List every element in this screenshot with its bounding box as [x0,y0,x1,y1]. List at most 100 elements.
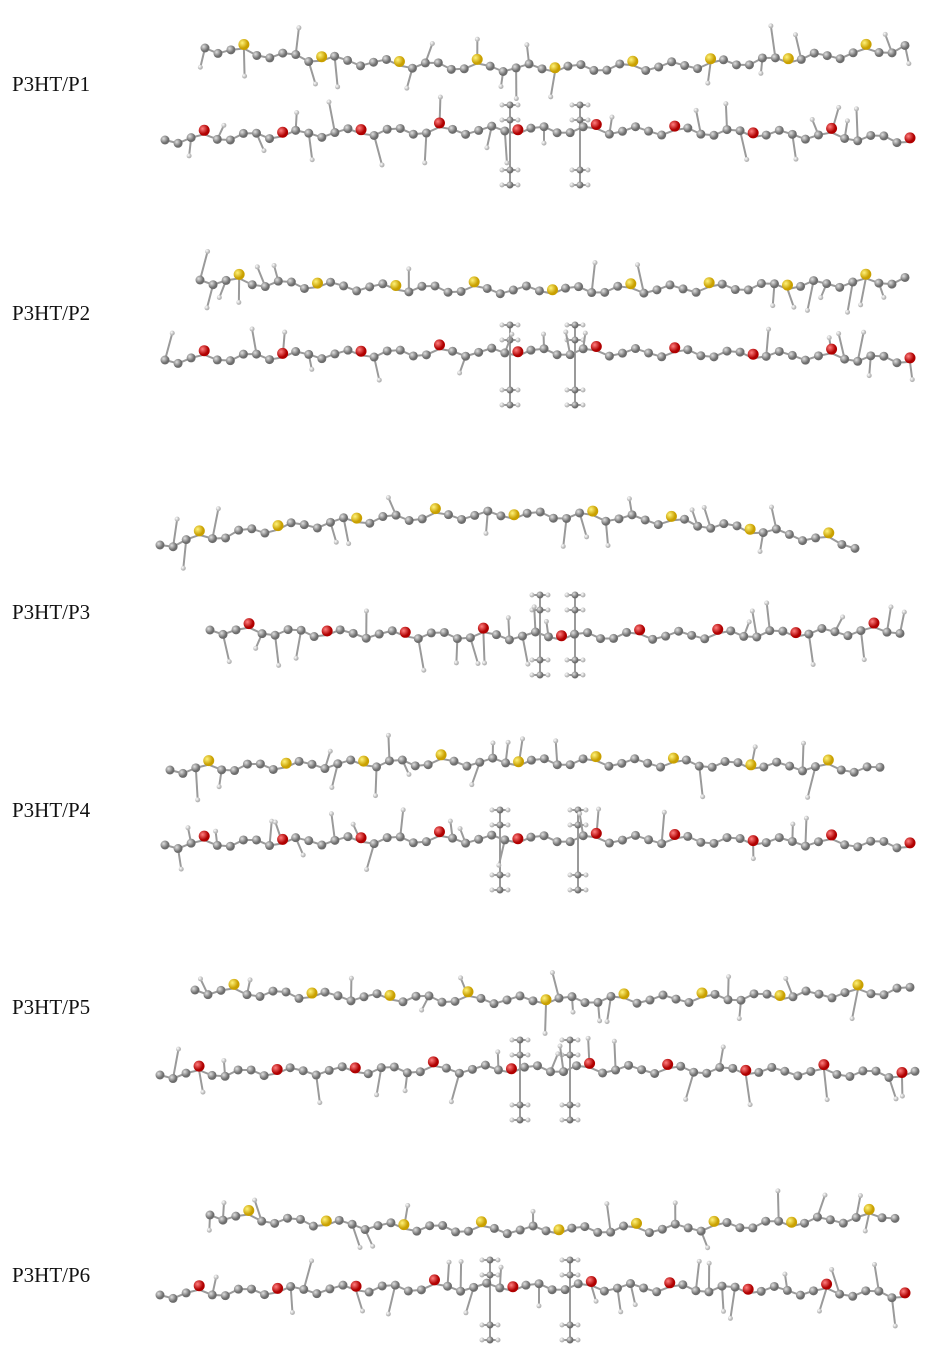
atom [735,347,745,357]
atom [571,606,579,614]
atom [496,511,506,521]
atom [667,752,679,764]
atom [818,1059,830,1071]
atom [493,1065,503,1075]
atom [845,1071,855,1081]
atom [438,1221,448,1231]
atom [525,1117,531,1123]
atom [761,130,771,140]
atom [743,285,753,295]
atom [516,1036,524,1044]
atom [605,543,611,549]
atom [533,1061,542,1071]
atom [181,1068,191,1078]
atom [672,1200,678,1206]
atom [754,1067,764,1077]
atom [574,871,582,879]
atom [265,841,275,851]
bond [295,630,303,659]
atom [300,852,306,858]
atom [910,1066,920,1076]
atom [168,1074,178,1084]
atom [545,657,551,663]
atom [726,974,732,980]
atom [585,102,591,108]
bond [199,251,209,281]
atom [537,64,547,74]
atom [422,160,428,166]
atom [333,991,343,1001]
atom [787,129,797,139]
atom [774,1216,784,1226]
atom [309,157,315,163]
atom [661,631,671,641]
atom [437,997,447,1007]
atom [590,119,602,131]
atom [578,344,588,354]
atom [384,989,396,1001]
atom [747,127,759,139]
atom [554,993,564,1003]
atom [294,110,300,116]
atom [496,871,504,879]
atom [658,990,668,1000]
bond [374,766,378,796]
bond [549,71,556,97]
atom [216,985,226,995]
atom [320,987,330,997]
atom [448,124,458,134]
atom [495,1322,501,1328]
atom [253,645,259,651]
atom [499,167,505,173]
atom [555,1051,561,1057]
bond [375,1067,383,1095]
atom [683,123,693,133]
atom [246,1065,256,1075]
atom [326,277,336,287]
atom [851,1212,861,1222]
atom [186,153,192,159]
atom [403,1286,413,1296]
atom [534,1279,544,1289]
atom [604,129,614,139]
atom [225,356,235,366]
bond [769,25,777,58]
atom [369,130,379,140]
atom [193,1280,205,1292]
atom [866,130,876,140]
atom [580,387,586,393]
atom [308,1221,318,1231]
atom [798,766,808,776]
bond [605,1203,612,1233]
atom [373,1221,383,1231]
atom [307,759,317,769]
atom [320,1215,332,1227]
atom [826,122,838,134]
atom [585,182,591,188]
atom [520,736,526,742]
atom [271,263,277,269]
atom [216,294,222,300]
atom [539,831,549,841]
atom [169,330,175,336]
atom [809,276,819,286]
atom [361,633,371,643]
atom [346,996,356,1006]
bond [373,135,383,166]
atom [735,1223,745,1233]
atom [513,96,519,102]
atom [233,268,245,280]
atom [707,762,717,772]
atom [502,1229,512,1239]
atom [756,279,766,289]
atom [722,1218,732,1228]
atom [452,634,462,644]
atom [696,129,706,139]
atom [657,1224,667,1234]
atom [489,807,495,813]
atom [213,48,223,58]
atom [212,134,222,144]
atom [243,1205,255,1217]
atom [289,1309,295,1315]
bond [706,62,712,84]
